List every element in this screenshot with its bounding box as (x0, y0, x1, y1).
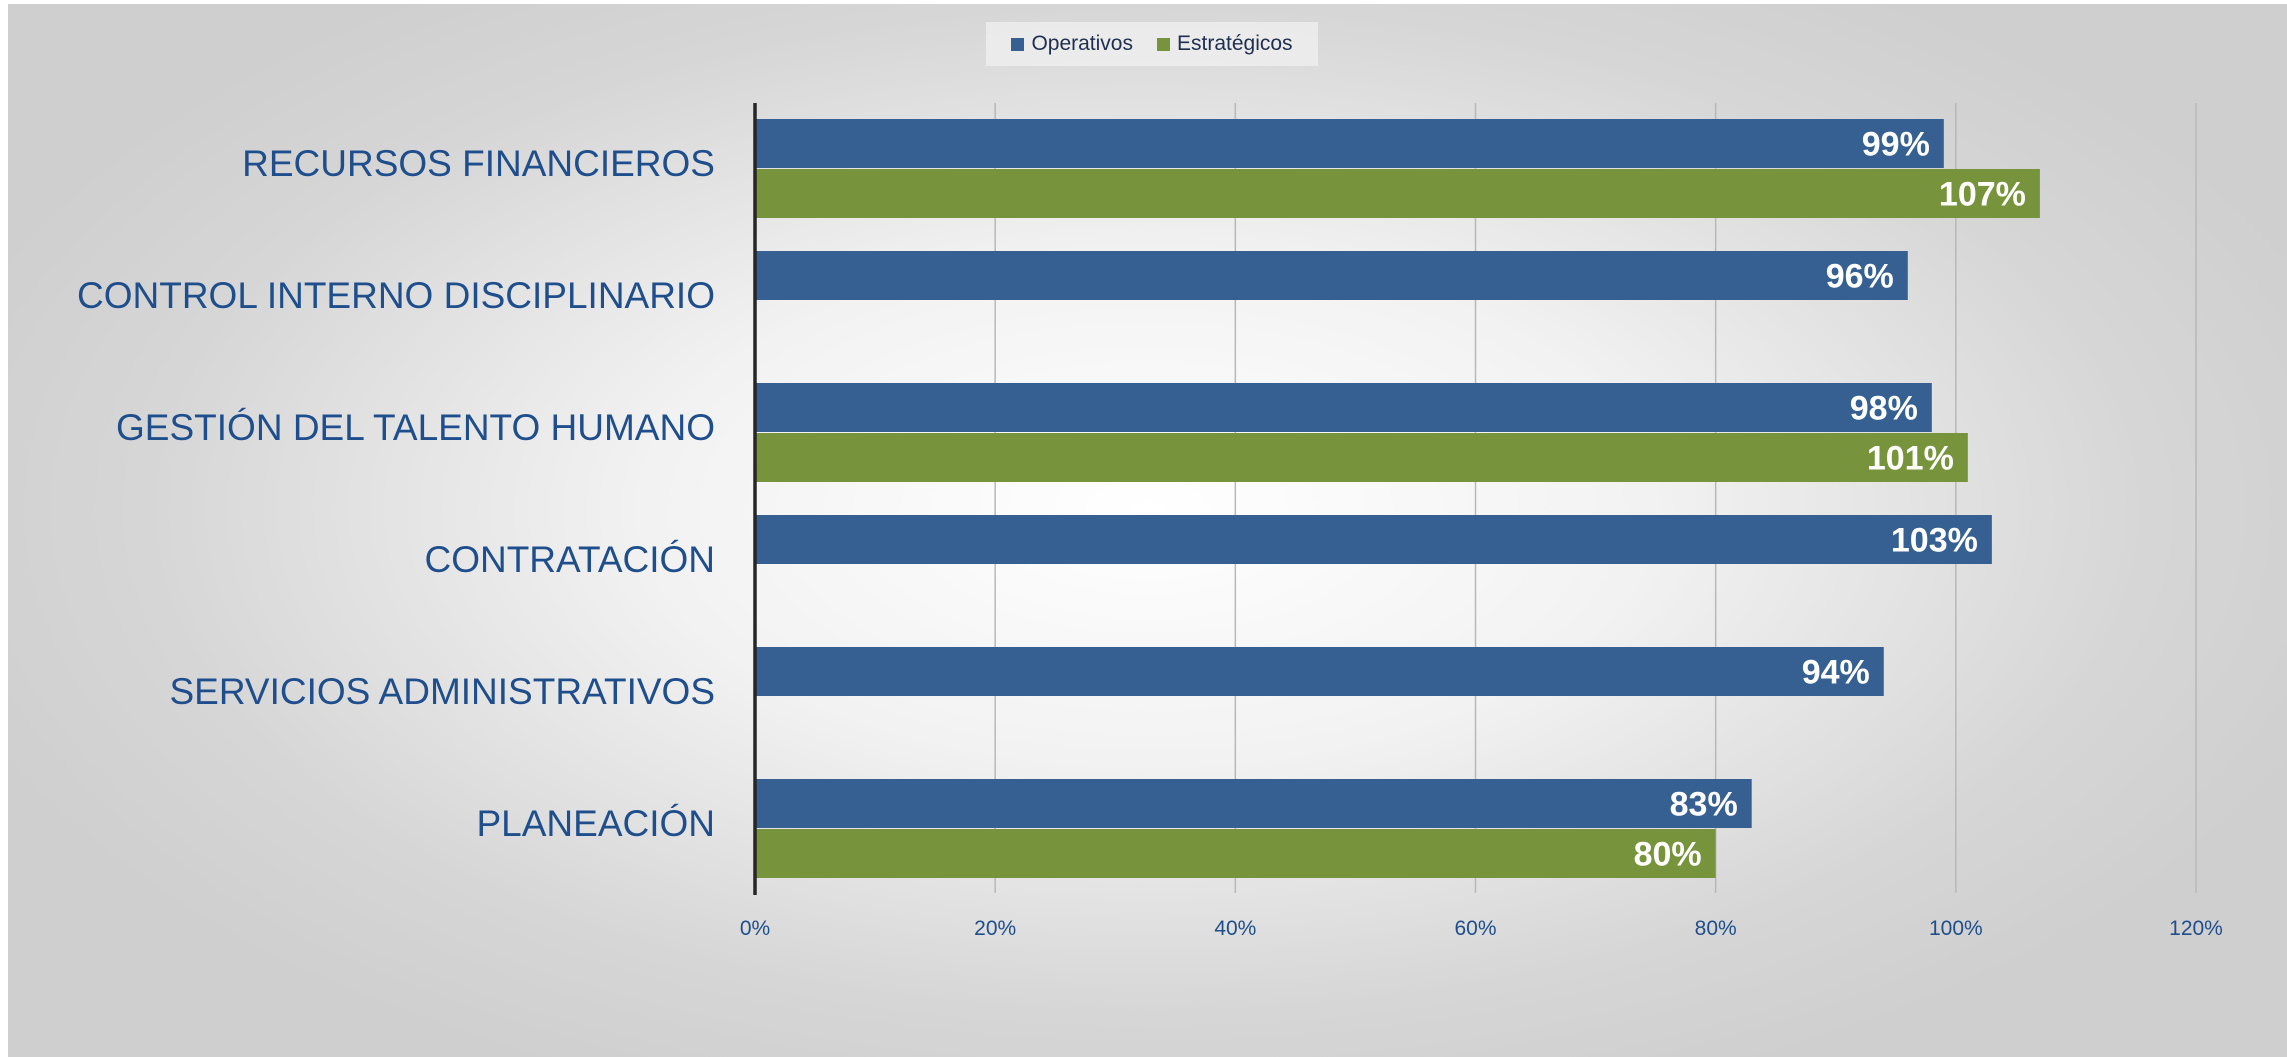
bar-operativos (755, 647, 1884, 696)
bar-estrategicos (755, 433, 1968, 482)
data-label: 101% (1867, 440, 1954, 478)
category-label: RECURSOS FINANCIEROS (242, 143, 715, 184)
legend-entry-estrategicos: Estratégicos (1156, 32, 1293, 56)
x-tick-label: 60% (1454, 917, 1496, 940)
x-tick-label: 20% (974, 917, 1016, 940)
legend-label-operativos: Operativos (1031, 32, 1133, 55)
bar-operativos (755, 251, 1908, 300)
bar-operativos (755, 119, 1944, 168)
data-label: 99% (1862, 126, 1930, 164)
data-label: 107% (1939, 176, 2026, 214)
category-label: CONTRATACIÓN (424, 539, 715, 580)
data-label: 83% (1670, 786, 1738, 824)
bar-estrategicos (755, 829, 1716, 878)
x-tick-label: 120% (2169, 917, 2223, 940)
bar-estrategicos (755, 169, 2040, 218)
data-label: 96% (1826, 258, 1894, 296)
data-label: 94% (1802, 654, 1870, 692)
legend-entry-operativos: Operativos (1011, 32, 1133, 56)
bar-operativos (755, 779, 1752, 828)
bar-operativos (755, 515, 1992, 564)
data-label: 80% (1634, 836, 1702, 874)
bar-operativos (755, 383, 1932, 432)
category-label: GESTIÓN DEL TALENTO HUMANO (116, 407, 715, 448)
legend: Operativos Estratégicos (986, 22, 1318, 66)
x-tick-label: 80% (1695, 917, 1737, 940)
x-tick-label: 40% (1214, 917, 1256, 940)
x-tick-label: 0% (740, 917, 770, 940)
category-label: PLANEACIÓN (476, 803, 715, 844)
legend-swatch-operativos (1011, 37, 1025, 51)
category-label: SERVICIOS ADMINISTRATIVOS (169, 671, 715, 712)
legend-label-estrategicos: Estratégicos (1176, 32, 1293, 55)
data-label: 103% (1891, 522, 1978, 560)
legend-swatch-estrategicos (1156, 37, 1170, 51)
category-label: CONTROL INTERNO DISCIPLINARIO (77, 275, 715, 316)
data-label: 98% (1850, 390, 1918, 428)
x-tick-label: 100% (1929, 917, 1983, 940)
